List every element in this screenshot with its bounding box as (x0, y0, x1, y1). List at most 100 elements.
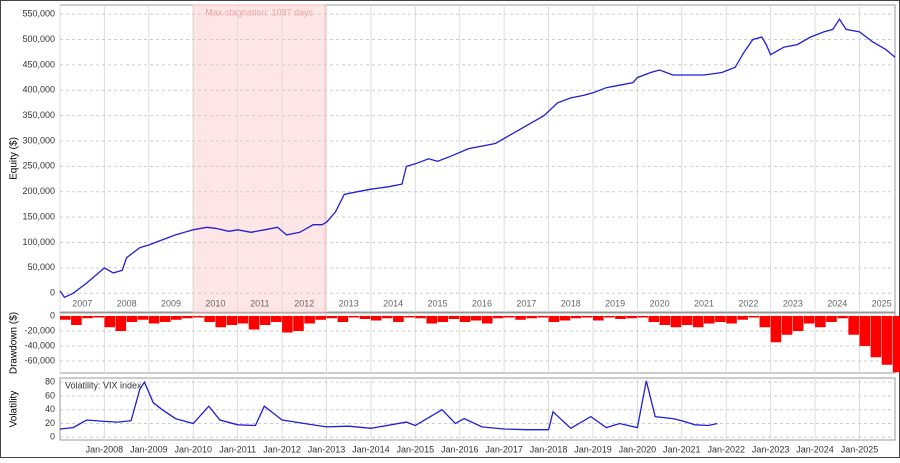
bar (426, 316, 438, 324)
x-tick-label: 2009 (161, 298, 181, 308)
bar (148, 316, 160, 324)
y-tick-label: 100,000 (22, 237, 55, 247)
y-tick-label: 0 (50, 288, 55, 298)
bar (137, 316, 149, 320)
bar (637, 316, 648, 318)
bar (248, 316, 260, 330)
plot-area (59, 312, 896, 374)
bar (104, 316, 116, 328)
bar (437, 316, 449, 322)
y-axis-label: Drawdown ($) (9, 312, 20, 374)
bar (881, 316, 893, 365)
bar (559, 316, 571, 321)
bar (415, 316, 426, 319)
y-tick-label: 550,000 (22, 9, 55, 19)
bar (382, 316, 393, 319)
y-tick-label: 0 (50, 310, 55, 320)
x-tick-label: Jan-2024 (796, 444, 834, 454)
x-tick-label: Jan-2017 (485, 444, 523, 454)
bar (537, 316, 549, 318)
x-tick-label: 2013 (339, 298, 359, 308)
x-tick-label: 2016 (472, 298, 492, 308)
bar (681, 316, 693, 325)
y-tick-label: 450,000 (22, 59, 55, 69)
bar (115, 316, 127, 331)
plot-area (59, 4, 896, 313)
x-tick-label: 2025 (872, 298, 892, 308)
bar (193, 316, 204, 318)
y-tick-label: 0 (50, 432, 55, 442)
bar (259, 316, 271, 325)
y-tick-label: 350,000 (22, 110, 55, 120)
bar (759, 316, 771, 328)
bar (504, 316, 515, 318)
y-tick-label: 60 (45, 390, 55, 400)
y-axis-label: Equity ($) (9, 137, 20, 180)
x-tick-label: 2014 (383, 298, 403, 308)
line (59, 380, 718, 431)
bar (404, 316, 415, 318)
x-tick-label: Jan-2015 (397, 444, 435, 454)
bar (615, 316, 626, 319)
bar (82, 316, 93, 319)
bar (481, 316, 493, 324)
x-tick-label: Jan-2021 (663, 444, 701, 454)
plot-area (59, 377, 896, 441)
bar (692, 316, 704, 328)
x-tick-label: 2021 (694, 298, 714, 308)
x-tick-label: Jan-2023 (752, 444, 790, 454)
x-tick-label: 2020 (650, 298, 670, 308)
bar (71, 316, 82, 325)
bar (237, 316, 249, 324)
bar (493, 316, 504, 319)
y-tick-label: 400,000 (22, 85, 55, 95)
bar (792, 316, 804, 331)
bar (592, 316, 604, 321)
bar (126, 316, 138, 322)
y-tick-label: 200,000 (22, 186, 55, 196)
x-tick-label: Jan-2022 (707, 444, 745, 454)
bar (659, 316, 671, 325)
x-tick-label: 2018 (561, 298, 581, 308)
y-tick-label: 300,000 (22, 135, 55, 145)
bar (570, 316, 582, 319)
y-axis-label: Volatility (9, 391, 20, 428)
bar (581, 316, 593, 318)
x-tick-label: Jan-2014 (352, 444, 390, 454)
bar (370, 316, 382, 321)
y-tick-label: -40,000 (24, 340, 55, 350)
bar (448, 316, 460, 319)
x-tick-label: 2022 (738, 298, 758, 308)
bar (770, 316, 782, 343)
bar (815, 316, 826, 328)
bar (859, 316, 871, 346)
x-tick-label: 2007 (72, 298, 92, 308)
x-tick-label: 2023 (783, 298, 803, 308)
bar (326, 316, 338, 319)
bar (215, 316, 227, 328)
bar (548, 316, 560, 322)
bar (226, 316, 238, 325)
x-tick-label: 2017 (516, 298, 536, 308)
bar (837, 316, 848, 319)
bar (315, 316, 326, 320)
bar (470, 316, 482, 321)
bar (626, 316, 637, 319)
bar (171, 316, 182, 320)
bar (781, 316, 793, 335)
y-tick-label: -60,000 (24, 355, 55, 365)
bar (60, 316, 71, 320)
line (59, 18, 896, 299)
bar (748, 316, 760, 318)
bar (459, 316, 471, 322)
x-tick-label: Jan-2010 (174, 444, 212, 454)
annotation: Max stagnation: 1087 days (205, 7, 313, 17)
bar (648, 316, 660, 322)
x-tick-label: 2010 (205, 298, 225, 308)
bar (93, 316, 104, 318)
y-tick-label: 500,000 (22, 34, 55, 44)
x-tick-label: 2011 (250, 298, 269, 308)
bar (526, 316, 537, 319)
y-tick-label: 150,000 (22, 211, 55, 221)
x-tick-label: Jan-2012 (263, 444, 301, 454)
